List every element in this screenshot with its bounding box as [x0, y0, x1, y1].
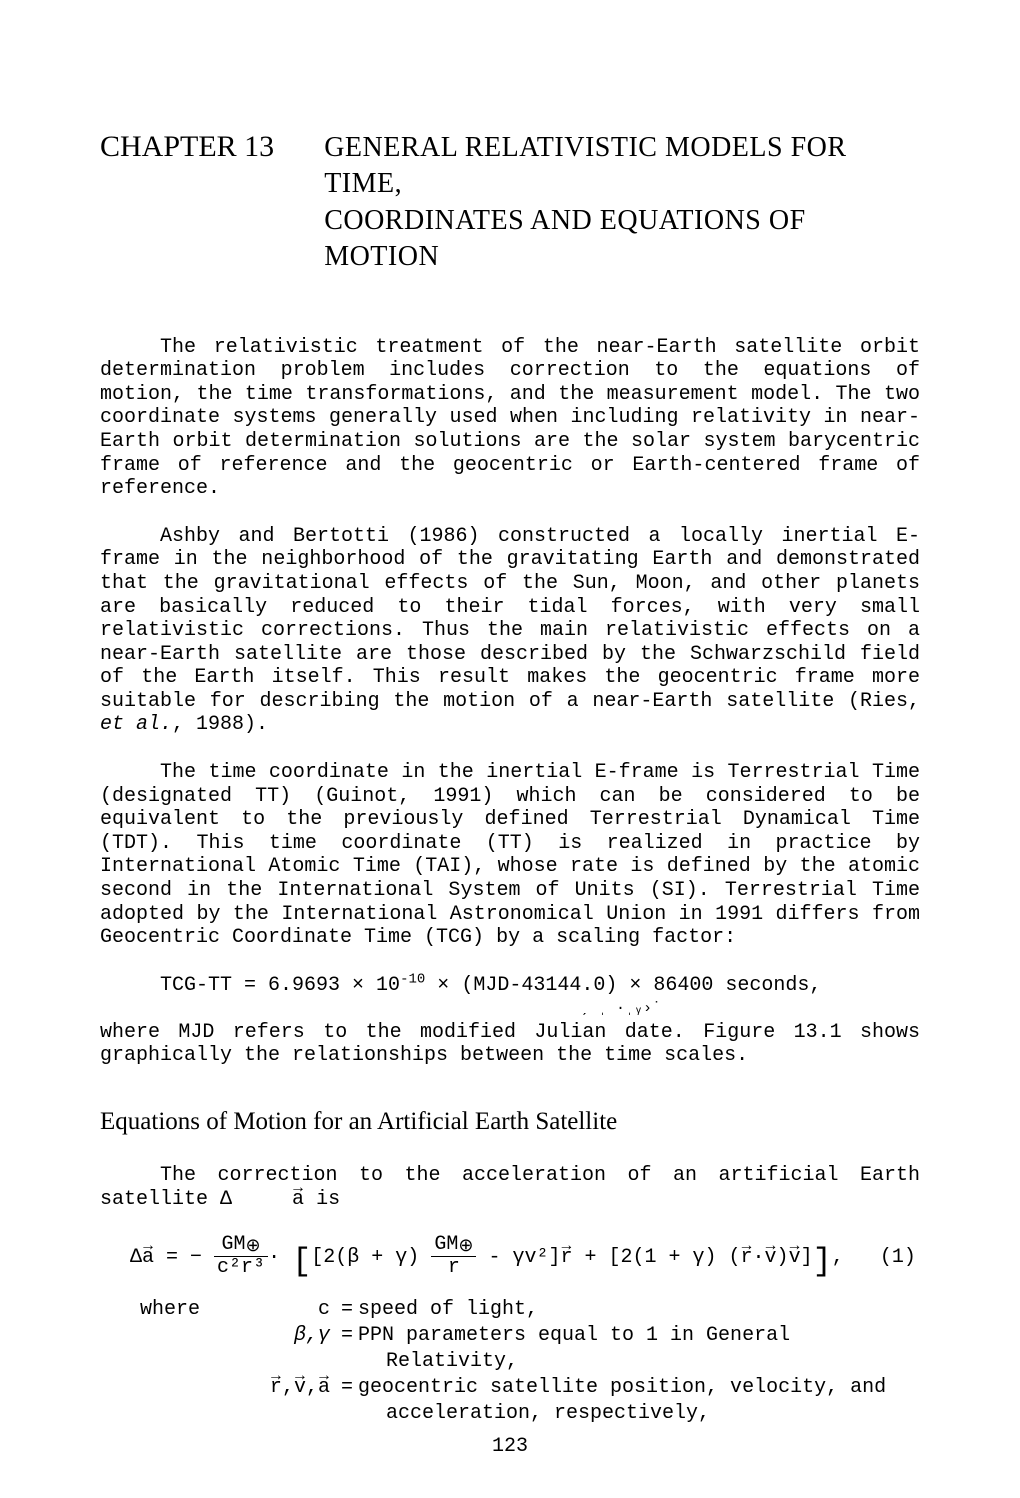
eq-exp: -10 [400, 971, 425, 987]
paragraph-2: Ashby and Bertotti (1986) constructed a … [100, 525, 920, 737]
vec-r1: r [560, 1246, 572, 1270]
gm-num: GM [222, 1233, 246, 1256]
frac-gm-r: GM⊕r [431, 1235, 476, 1278]
where-block: where c = speed of light, β,γ = PPN para… [140, 1298, 920, 1426]
chapter-label: CHAPTER 13 [100, 130, 274, 164]
vec-v2: v [789, 1246, 801, 1270]
eq-mult1: 10 [364, 974, 400, 997]
p5-part-b: is [304, 1188, 340, 1211]
paragraph-3: The time coordinate in the inertial E-fr… [100, 761, 920, 950]
frac-gm-c2r3: GM⊕c²r³ [214, 1235, 268, 1278]
where-rva-sym: r,v,a [230, 1376, 336, 1400]
vec-r2: r [741, 1246, 753, 1270]
paragraph-1: The relativistic treatment of the near-E… [100, 336, 920, 501]
page-number: 123 [0, 1435, 1020, 1458]
gm-den: c²r³ [214, 1257, 268, 1278]
eq-mjd: (MJD-43144.0) [449, 974, 629, 997]
where-c-def: speed of light, [358, 1298, 920, 1322]
section-title: Equations of Motion for an Artificial Ea… [100, 1108, 920, 1136]
eq1-delta: Δ [130, 1246, 142, 1269]
eq-lhs: TCG-TT = 6.9693 [160, 974, 352, 997]
where-rva-def1: geocentric satellite position, velocity,… [358, 1376, 920, 1400]
vec-v1: v [765, 1246, 777, 1270]
p5-part-a: The correction to the acceleration of an… [100, 1164, 920, 1211]
paragraph-5: The correction to the acceleration of an… [100, 1164, 920, 1211]
eq1-term2a: + [2(1 + γ) ( [572, 1246, 740, 1269]
p2-part-a: Ashby and Bertotti (1986) constructed a … [100, 525, 920, 713]
where-bg-def1: PPN parameters equal to 1 in General [358, 1324, 920, 1348]
where-bg-def2: Relativity, [358, 1350, 920, 1374]
p2-italic: et al. [100, 713, 172, 736]
equation-1: Δa = − GM⊕c²r³· [[2(β + γ) GM⊕r - γv²]r … [130, 1235, 920, 1278]
where-eq-1: = [336, 1298, 358, 1322]
where-lead: where [140, 1298, 230, 1322]
where-eq-3: = [336, 1376, 358, 1400]
chapter-title: GENERAL RELATIVISTIC MODELS FOR TIME, CO… [324, 130, 920, 276]
eq-secs: 86400 seconds, [641, 974, 821, 997]
gm-den-r: r [431, 1257, 476, 1278]
eq1-term1b: - γv²] [476, 1246, 560, 1269]
where-c-sym: c [230, 1298, 336, 1322]
eq1-number: (1) [880, 1246, 916, 1269]
where-eq-2: = [336, 1324, 358, 1348]
where-bg-sym: β,γ [294, 1324, 330, 1347]
vec-a-inline: a [232, 1188, 304, 1212]
tcg-tt-equation: TCG-TT = 6.9693 × 10-10 × (MJD-43144.0) … [160, 974, 920, 998]
where-rva-def2: acceleration, respectively, [358, 1402, 920, 1426]
eq1-term2b: ) [777, 1246, 789, 1269]
gm-num2: GM [434, 1233, 458, 1256]
eq-note: ˏ ˌ ·ˌᵧ›˙ [580, 1000, 920, 1017]
eq1-dot: · [753, 1246, 765, 1269]
eq1-term1a: [2(β + γ) [311, 1246, 419, 1269]
chapter-title-line1: GENERAL RELATIVISTIC MODELS FOR TIME, [324, 132, 846, 199]
vec-a: a [142, 1246, 154, 1270]
p2-part-c: , 1988). [172, 713, 268, 736]
chapter-title-line2: COORDINATES AND EQUATIONS OF MOTION [324, 205, 805, 272]
chapter-header: CHAPTER 13 GENERAL RELATIVISTIC MODELS F… [100, 130, 920, 276]
eq-mid [425, 974, 437, 997]
eq1-term2c: ] [801, 1246, 813, 1269]
paragraph-4: where MJD refers to the modified Julian … [100, 1021, 920, 1068]
